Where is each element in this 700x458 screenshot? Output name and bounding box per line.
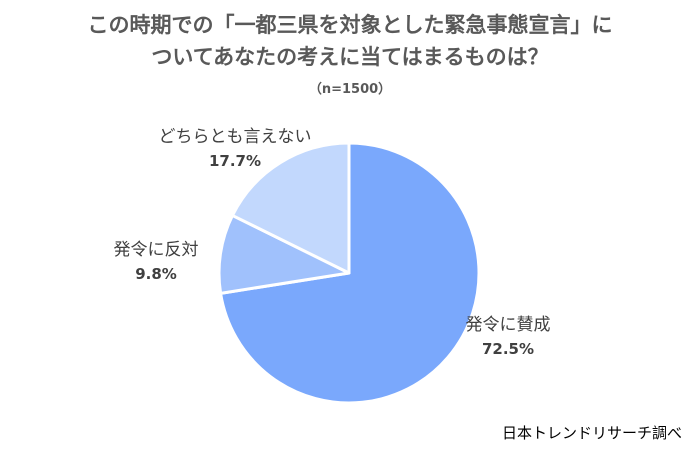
slice-value-approve: 72.5% [481, 340, 535, 358]
pie-slice-oppose [217, 213, 351, 295]
slice-name-approve: 発令に賛成 [465, 315, 551, 335]
slice-name-undecided: どちらとも言えない [158, 127, 312, 147]
slice-label-approve: 発令に賛成 72.5% [448, 313, 568, 361]
chart-title-line-2: ついてあなたの考えに当てはまるものは？ [151, 45, 549, 69]
chart-title-line-1: この時期での「一都三県を対象とした緊急事態宣言」に [87, 13, 613, 37]
source-note: 日本トレンドリサーチ調べ [501, 424, 682, 442]
slice-value-undecided: 17.7% [208, 152, 262, 170]
pie-slice-undecided [230, 141, 351, 275]
slice-name-oppose: 発令に反対 [113, 240, 199, 260]
slice-value-oppose: 9.8% [135, 265, 177, 283]
slice-label-undecided: どちらとも言えない 17.7% [140, 125, 330, 173]
slice-label-oppose: 発令に反対 9.8% [106, 238, 206, 286]
chart-subtitle: （n=1500） [308, 82, 392, 97]
